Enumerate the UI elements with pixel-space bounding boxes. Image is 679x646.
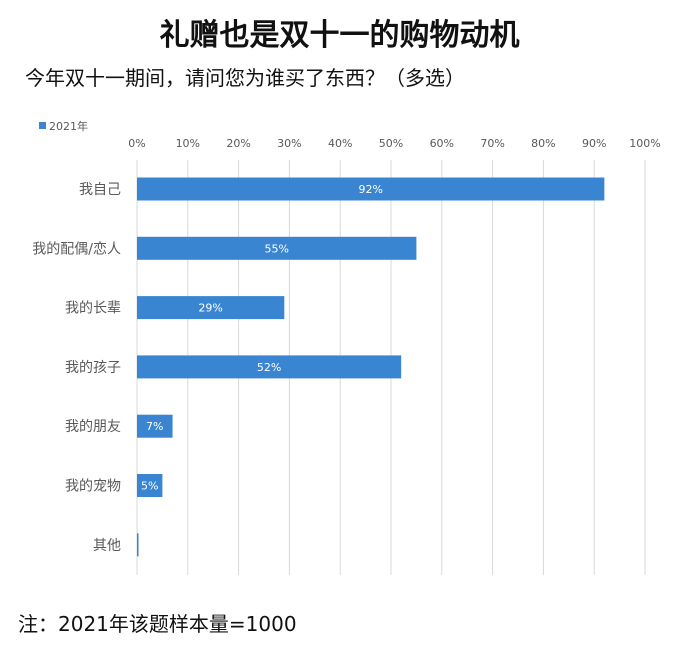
- x-tick-label: 70%: [480, 137, 504, 150]
- chart-title: 礼赠也是双十一的购物动机: [159, 18, 520, 53]
- x-tick-label: 40%: [328, 137, 352, 150]
- category-label: 我的孩子: [65, 360, 121, 376]
- category-label: 我的长辈: [65, 301, 121, 317]
- bar: [137, 236, 417, 260]
- x-tick-label: 20%: [226, 137, 250, 150]
- x-tick-label: 90%: [582, 137, 606, 150]
- bar: [137, 474, 163, 497]
- bar: [137, 414, 173, 438]
- x-tick-label: 50%: [379, 137, 403, 150]
- x-tick-label: 80%: [531, 137, 555, 150]
- data-label: 55%: [264, 242, 288, 255]
- bar: [137, 533, 139, 557]
- x-tick-label: 10%: [176, 137, 200, 150]
- data-label: 5%: [141, 480, 158, 493]
- chart-subtitle: 今年双十一期间，请问您为谁买了东西？（多选）: [25, 66, 465, 90]
- legend-swatch: [39, 122, 46, 129]
- category-label: 我的宠物: [65, 479, 121, 495]
- x-tick-label: 60%: [430, 137, 454, 150]
- bar: [137, 355, 402, 379]
- legend-label: 2021年: [49, 119, 88, 133]
- data-label: 29%: [198, 302, 222, 315]
- x-tick-label: 0%: [128, 137, 145, 150]
- category-label: 我自己: [79, 182, 121, 198]
- x-tick-label: 100%: [629, 137, 660, 150]
- category-label: 我的配偶/恋人: [32, 240, 121, 257]
- data-label: 92%: [358, 183, 382, 196]
- category-label: 我的朋友: [65, 419, 121, 435]
- bar: [137, 296, 285, 320]
- category-label: 其他: [93, 538, 121, 554]
- data-label: 52%: [257, 361, 281, 374]
- bar: [137, 177, 605, 201]
- data-label: 7%: [146, 420, 163, 433]
- x-tick-label: 30%: [277, 137, 301, 150]
- sample-note: 注：2021年该题样本量=1000: [18, 612, 297, 636]
